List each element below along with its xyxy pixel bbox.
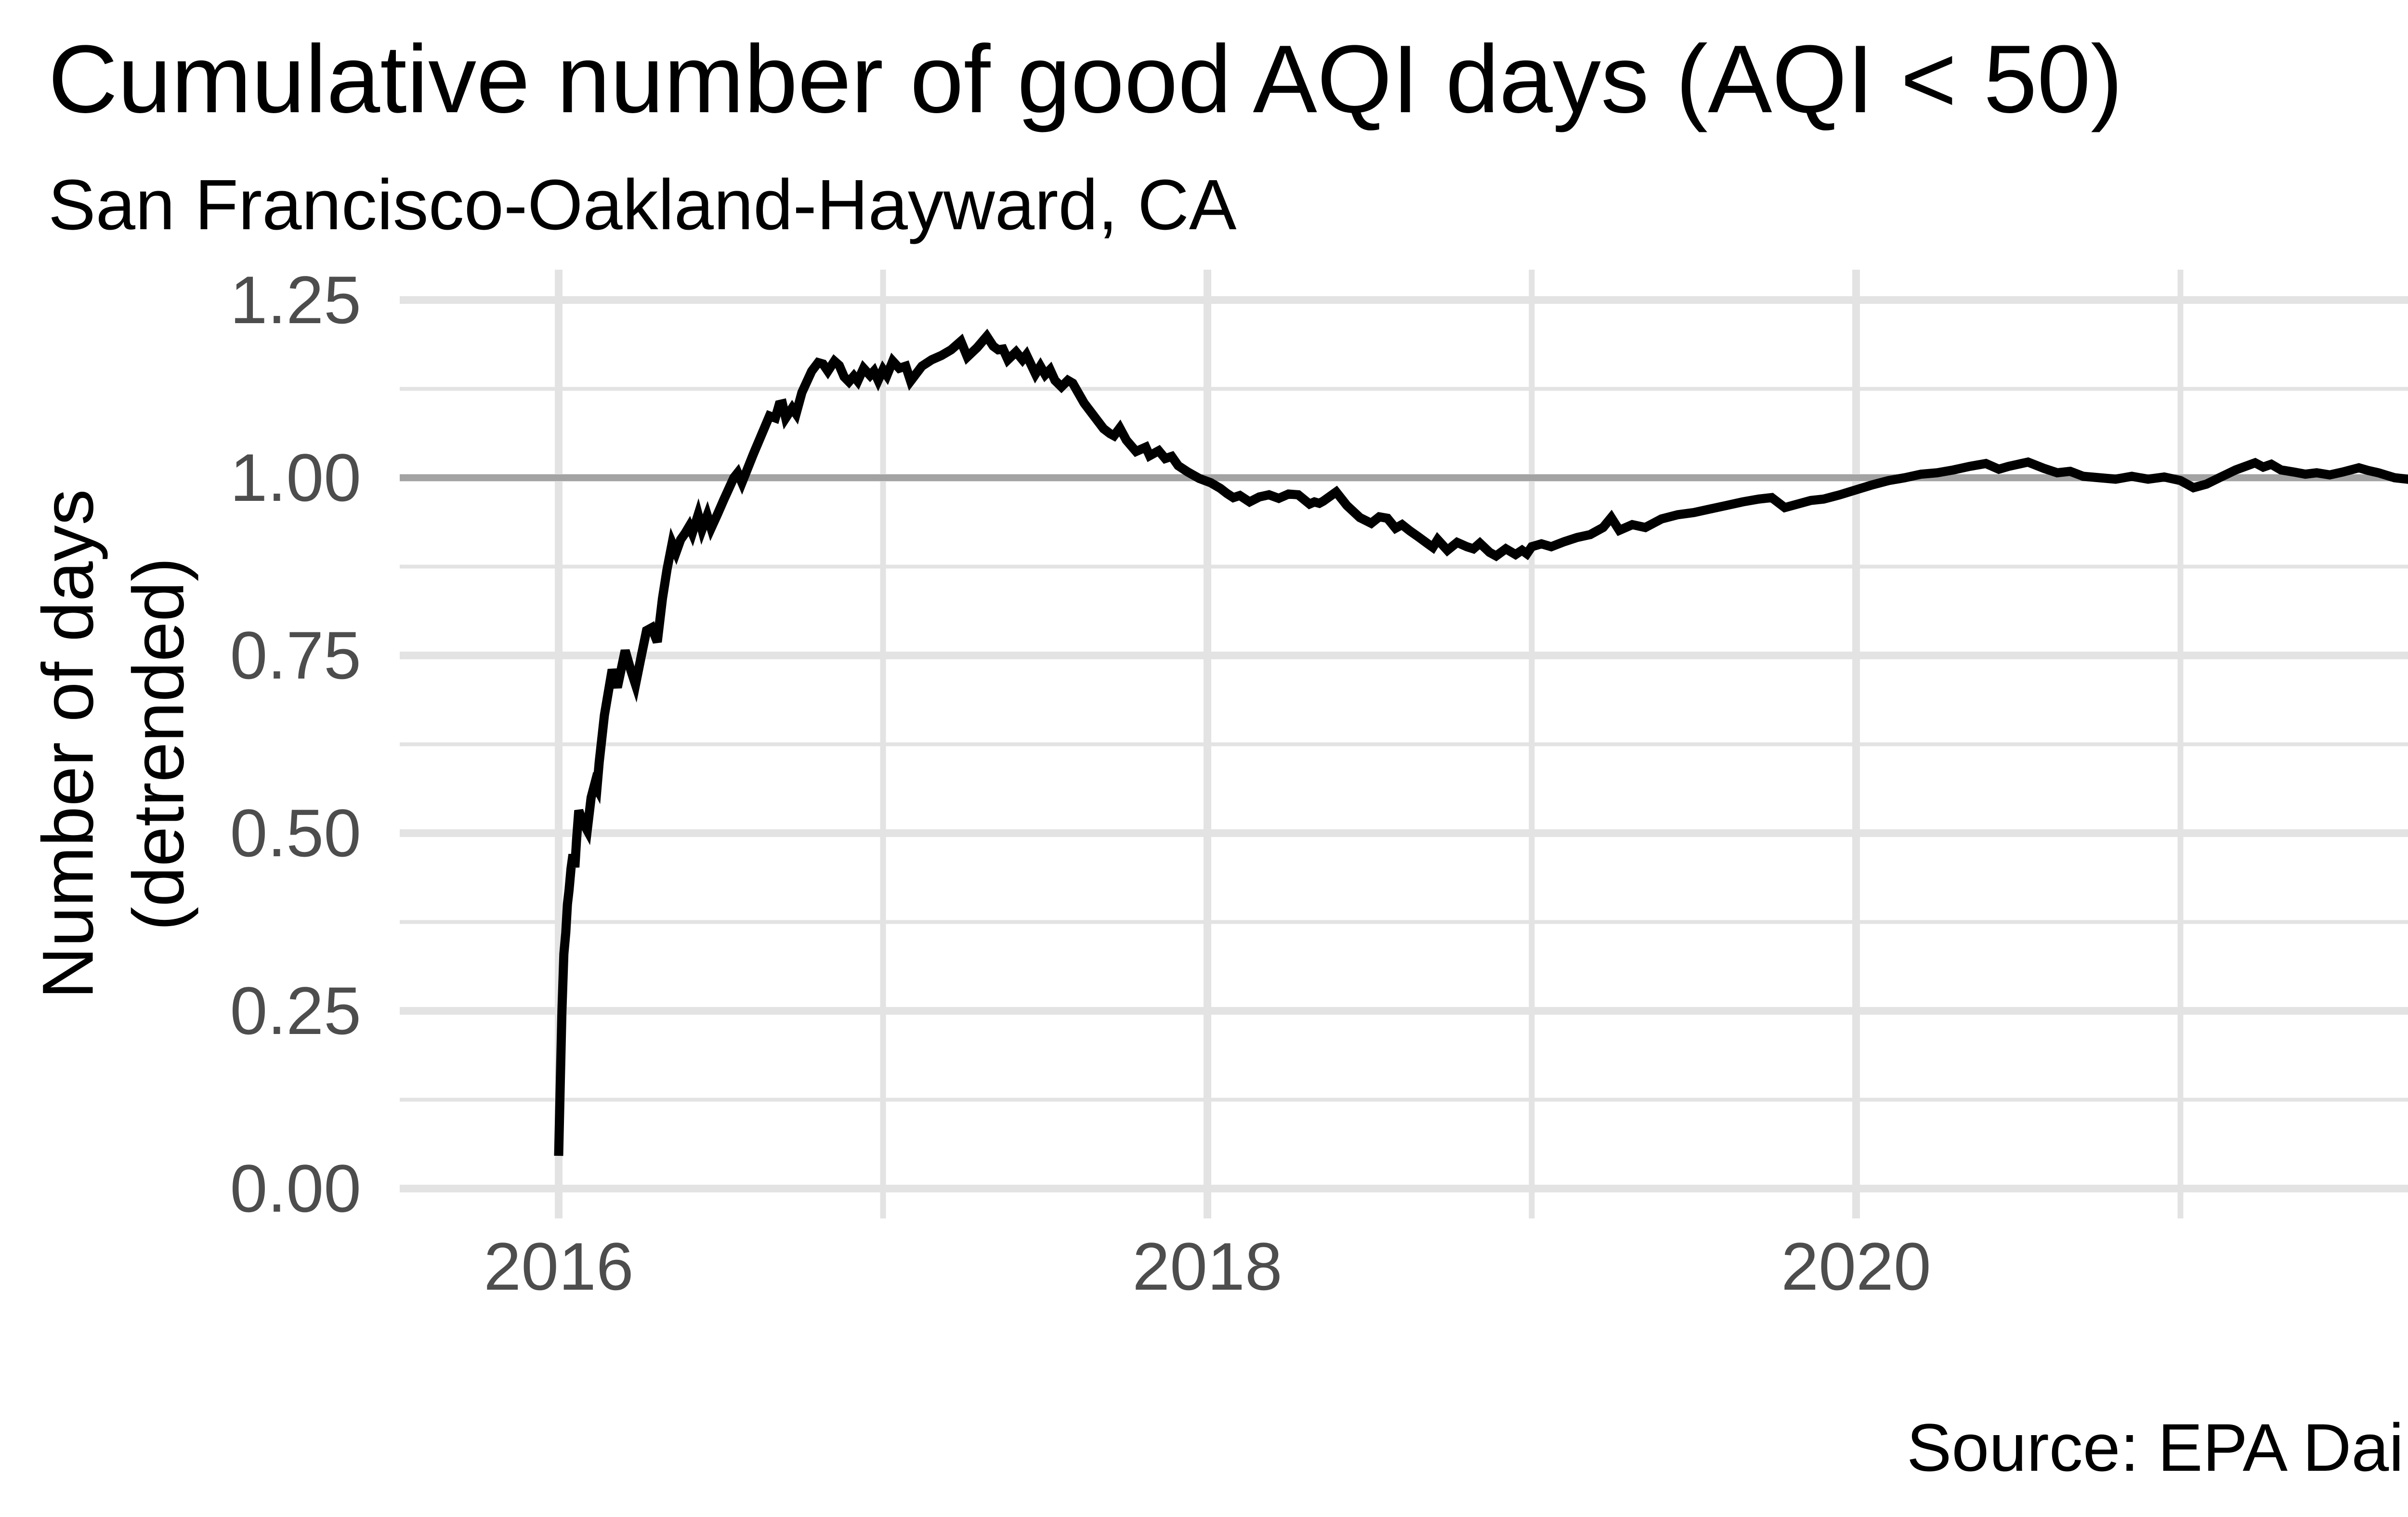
y-tick-label: 1.25 [230,262,361,338]
y-tick-label: 0.75 [230,617,361,693]
page-title: Cumulative number of good AQI days (AQI … [48,26,2123,133]
y-axis-title: Number of days (detrended) [27,489,199,999]
y-tick-label: 0.00 [230,1151,361,1226]
x-tick-label: 2016 [484,1229,634,1304]
chart-subtitle: San Francisco-Oakland-Hayward, CA [48,165,1237,245]
x-tick-label: 2022 [2360,1233,2408,1300]
y-tick-label: 0.50 [230,795,361,871]
source-note: Source: EPA Daily Air Quality Tracker [1906,1410,2408,1485]
x-tick-label: 2018 [1132,1229,1283,1304]
x-tick-label: 2020 [1781,1229,1931,1304]
y-tick-label: 0.25 [230,973,361,1048]
y-tick-label: 1.00 [230,440,361,515]
data-series-line [554,328,2408,1156]
